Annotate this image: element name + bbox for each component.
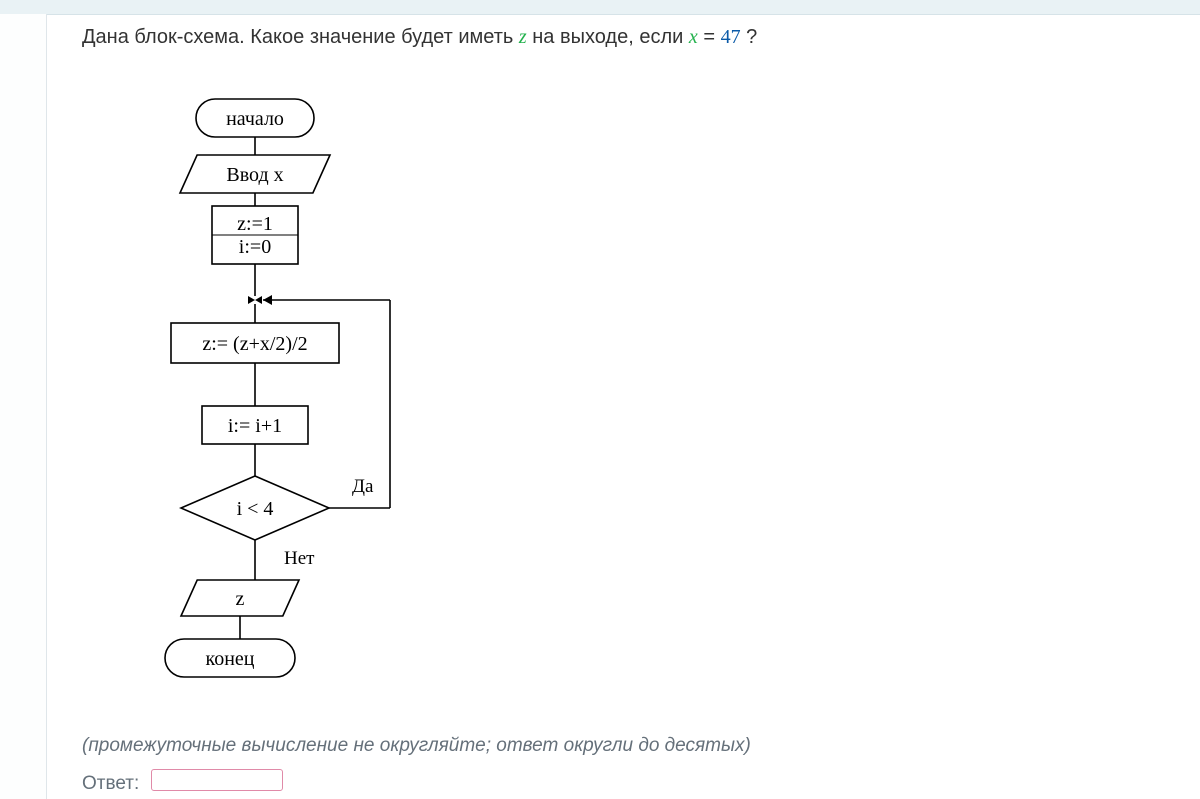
left-gutter	[0, 14, 47, 799]
answer-label: Ответ:	[82, 773, 139, 794]
svg-text:Да: Да	[352, 476, 374, 497]
svg-text:конец: конец	[206, 648, 255, 670]
flowchart: Нет Да начало Ввод x z:=1i:=0 z:= (z+x/2)/2 i:…	[90, 88, 450, 708]
answer-row: Ответ:	[82, 769, 283, 795]
q-var-x: x	[689, 26, 698, 48]
svg-text:начало: начало	[226, 108, 284, 130]
svg-text:i:=0: i:=0	[239, 236, 271, 258]
flowchart-svg: Нет Да начало Ввод x z:=1i:=0 z:= (z+x/2)/2 i:…	[90, 88, 450, 708]
question-text: Дана блок-схема. Какое значение будет им…	[82, 26, 1158, 49]
svg-text:i < 4: i < 4	[237, 498, 274, 520]
q-eq: =	[703, 26, 720, 48]
svg-text:z:= (z+x/2)/2: z:= (z+x/2)/2	[202, 333, 307, 355]
svg-text:z:=1: z:=1	[237, 213, 273, 235]
svg-text:z: z	[236, 588, 245, 610]
q-value: 47	[721, 26, 741, 48]
svg-text:i:= i+1: i:= i+1	[228, 415, 282, 437]
q-suffix: ?	[746, 26, 757, 48]
svg-text:Нет: Нет	[284, 548, 315, 569]
hint-text: (промежуточные вычисление не округляйте;…	[82, 735, 751, 757]
svg-text:Ввод x: Ввод x	[226, 164, 283, 186]
topbar	[0, 0, 1200, 15]
q-prefix: Дана блок-схема. Какое значение будет им…	[82, 26, 519, 48]
q-var-z: z	[519, 26, 527, 48]
answer-input[interactable]	[151, 769, 283, 791]
content-area: Дана блок-схема. Какое значение будет им…	[60, 18, 1180, 799]
q-middle: на выходе, если	[532, 26, 689, 48]
